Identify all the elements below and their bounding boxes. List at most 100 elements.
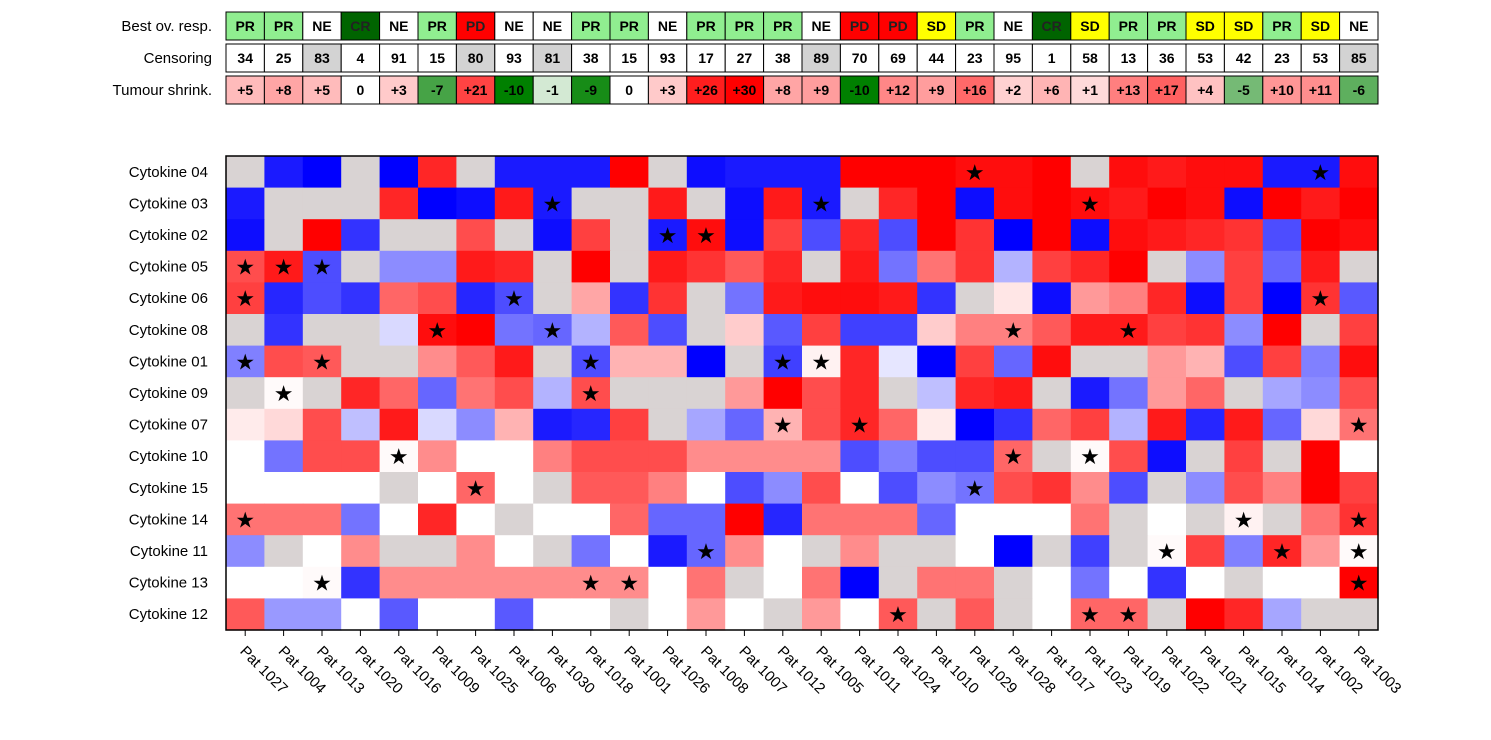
heatmap-cell [302, 345, 342, 378]
heatmap-cell [1147, 377, 1187, 410]
star-marker: ★ [773, 414, 793, 439]
heatmap-cell [610, 440, 649, 473]
heatmap-cell [917, 250, 957, 283]
heatmap-cell [802, 377, 841, 410]
annotation-cell-value: NE [1349, 18, 1368, 34]
heatmap-cell [533, 408, 573, 441]
heatmap-cell [725, 503, 765, 536]
heatmap-cell [341, 598, 381, 631]
heatmap-cell [341, 250, 381, 283]
heatmap-cell [379, 566, 419, 599]
heatmap-cell [571, 156, 611, 189]
annotation-cell-value: 25 [276, 50, 292, 66]
heatmap-cell [1262, 503, 1302, 536]
heatmap-cell [226, 408, 265, 441]
heatmap-cell [1224, 187, 1264, 220]
heatmap-cell [494, 535, 534, 568]
star-marker: ★ [235, 287, 255, 312]
heatmap-cell [648, 314, 688, 347]
heatmap-cell [533, 345, 573, 378]
star-marker: ★ [619, 572, 639, 597]
cytokine-labels: Cytokine 04 Cytokine 03 Cytokine 02 Cytokin… [129, 164, 208, 623]
heatmap-cell [686, 472, 726, 505]
heatmap-cell [1262, 314, 1302, 347]
heatmap-cell [341, 345, 381, 378]
heatmap-cell [763, 535, 803, 568]
heatmap-cell [1301, 408, 1341, 441]
heatmap-cell [1186, 440, 1225, 473]
heatmap-cell [878, 535, 918, 568]
heatmap-cell [725, 282, 765, 315]
heatmap-cell [533, 377, 573, 410]
heatmap-cell [1224, 156, 1264, 189]
star-marker: ★ [274, 382, 294, 407]
heatmap-cell [494, 440, 534, 473]
heatmap-cell [955, 598, 995, 631]
annotation-cell [647, 75, 688, 105]
annotation-cell [993, 43, 1033, 73]
heatmap-cell [302, 377, 342, 410]
annotation-cell-value: 93 [660, 50, 676, 66]
heatmap-cell [840, 282, 880, 315]
heatmap-cell [456, 440, 496, 473]
annotation-cell-value: -10 [504, 82, 524, 98]
heatmap-cell [1186, 598, 1225, 631]
heatmap-cell [802, 156, 841, 189]
heatmap-cell [456, 408, 496, 441]
heatmap-cell [1262, 250, 1302, 283]
heatmap-cell [418, 440, 457, 473]
heatmap-cell [571, 187, 611, 220]
heatmap-cell [494, 598, 534, 631]
star-marker: ★ [1003, 319, 1023, 344]
annotation-cell-value: +11 [1309, 82, 1332, 98]
annotation-cell-value: NE [811, 18, 830, 34]
heatmap-cell [878, 440, 918, 473]
heatmap-cell [725, 472, 765, 505]
heatmap-cell [264, 156, 304, 189]
heatmap-cell [1147, 282, 1187, 315]
heatmap-cell [878, 282, 918, 315]
star-marker: ★ [965, 161, 985, 186]
annotation-cell-value: +8 [775, 82, 791, 98]
annotation-cell [878, 75, 918, 105]
heatmap-cell [1224, 377, 1264, 410]
heatmap-cell [379, 535, 419, 568]
heatmap-cell [1339, 472, 1379, 505]
heatmap-cell [763, 282, 803, 315]
annotation-cell [916, 43, 957, 73]
heatmap-cell [533, 282, 573, 315]
star-marker: ★ [581, 382, 601, 407]
heatmap-cell [1339, 345, 1379, 378]
heatmap-cell [840, 250, 880, 283]
annotation-cell [340, 75, 381, 105]
heatmap-cell [226, 219, 265, 252]
annotation-cell-value: 38 [583, 50, 599, 66]
annotation-cell-value: 53 [1313, 50, 1329, 66]
heatmap-cell [802, 472, 841, 505]
heatmap-cell [264, 377, 304, 410]
heatmap-cell [1109, 535, 1149, 568]
star-marker: ★ [312, 572, 332, 597]
annotation-cell-value: 53 [1197, 50, 1213, 66]
heatmap-cell [878, 156, 918, 189]
heatmap-cell [1262, 472, 1302, 505]
annotation-cell [417, 75, 457, 105]
heatmap-cell [1147, 219, 1187, 252]
heatmap-cell [571, 377, 611, 410]
heatmap-cell [994, 472, 1033, 505]
annotation-cell-value: -7 [431, 82, 444, 98]
annotation-cell-value: NE [658, 18, 677, 34]
annotation-cell [1031, 75, 1072, 105]
heatmap-cell [994, 377, 1033, 410]
heatmap-cell [226, 535, 265, 568]
heatmap-cell [878, 377, 918, 410]
cytokine-label-cytokine-15: Cytokine 15 [129, 480, 208, 497]
heatmap-cell [571, 250, 611, 283]
heatmap-cell [379, 440, 419, 473]
annotation-cell-value: 83 [314, 50, 330, 66]
heatmap-cell [1301, 314, 1341, 347]
heatmap-cell [763, 377, 803, 410]
heatmap-cell [1339, 598, 1379, 631]
heatmap-cell [494, 187, 534, 220]
heatmap-cell [955, 472, 995, 505]
